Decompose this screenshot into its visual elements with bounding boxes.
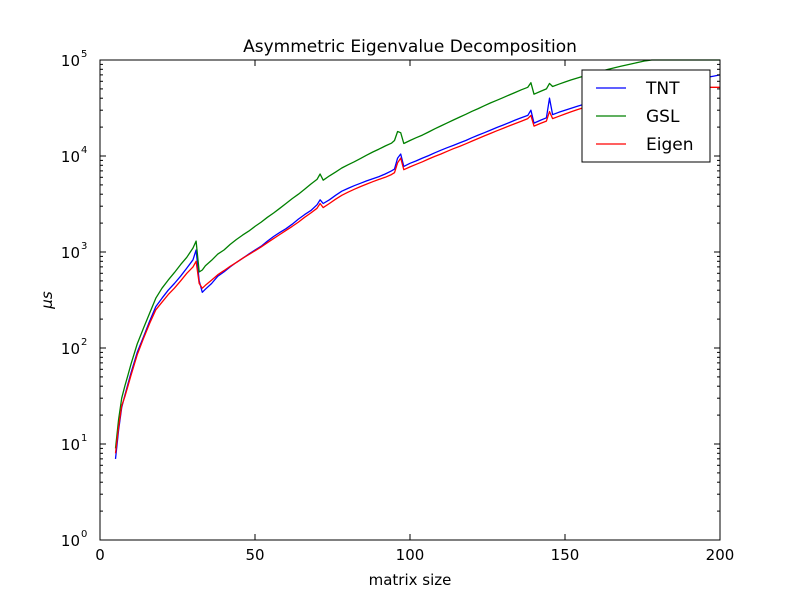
x-tick-label: 200 <box>706 546 735 564</box>
chart-title: Asymmetric Eigenvalue Decomposition <box>243 37 577 57</box>
y-tick-label: 10 <box>61 148 80 166</box>
legend: TNT GSL Eigen <box>581 69 711 163</box>
y-tick-label: 10 <box>61 52 80 70</box>
y-tick-label-exponent: 0 <box>81 529 87 540</box>
x-tick-label: 100 <box>396 546 425 564</box>
y-tick-label-exponent: 3 <box>81 241 87 252</box>
y-tick-label-exponent: 1 <box>81 433 87 444</box>
legend-label-eigen: Eigen <box>646 135 694 155</box>
y-tick-label: 10 <box>61 532 80 550</box>
y-tick-label-exponent: 2 <box>81 337 87 348</box>
y-tick-label: 10 <box>61 244 80 262</box>
x-axis-label: matrix size <box>369 571 452 589</box>
y-tick-label-exponent: 4 <box>81 145 87 156</box>
y-tick-label: 10 <box>61 436 80 454</box>
legend-label-tnt: TNT <box>645 79 680 99</box>
series-line-gsl <box>114 59 720 449</box>
y-axis-label: μs <box>38 291 56 310</box>
y-tick-label: 10 <box>61 340 80 358</box>
x-tick-label: 50 <box>245 546 264 564</box>
x-tick-label: 0 <box>95 546 105 564</box>
y-tick-label-exponent: 5 <box>81 49 87 60</box>
x-tick-label: 150 <box>551 546 580 564</box>
legend-label-gsl: GSL <box>646 107 680 127</box>
